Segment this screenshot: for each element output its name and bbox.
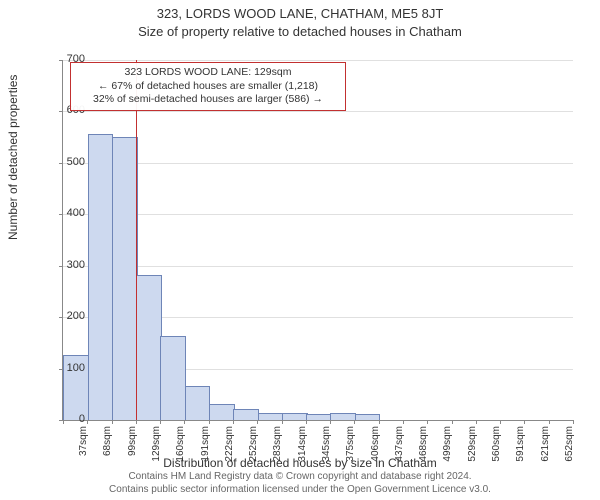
xtick-mark: [233, 420, 234, 424]
histogram-bar: [258, 413, 284, 420]
xtick-label: 99sqm: [127, 426, 138, 471]
chart-container: 323, LORDS WOOD LANE, CHATHAM, ME5 8JT S…: [0, 0, 600, 500]
xtick-label: 191sqm: [200, 426, 211, 471]
xtick-label: 529sqm: [467, 426, 478, 471]
xtick-label: 37sqm: [78, 426, 89, 471]
xtick-mark: [549, 420, 550, 424]
xtick-mark: [184, 420, 185, 424]
ytick-label: 500: [55, 156, 85, 168]
xtick-label: 222sqm: [224, 426, 235, 471]
xtick-mark: [573, 420, 574, 424]
histogram-bar: [136, 275, 162, 420]
xtick-label: 499sqm: [442, 426, 453, 471]
ytick-label: 200: [55, 310, 85, 322]
histogram-bar: [355, 414, 381, 420]
histogram-bar: [209, 404, 235, 420]
grid-line: [63, 214, 573, 215]
xtick-label: 129sqm: [151, 426, 162, 471]
histogram-bar: [306, 414, 332, 420]
xtick-label: 68sqm: [102, 426, 113, 471]
xtick-mark: [160, 420, 161, 424]
grid-line: [63, 60, 573, 61]
xtick-mark: [87, 420, 88, 424]
ytick-label: 0: [55, 413, 85, 425]
y-axis-label: Number of detached properties: [6, 75, 20, 240]
property-size-marker: [136, 60, 137, 420]
xtick-label: 652sqm: [564, 426, 575, 471]
ytick-label: 100: [55, 362, 85, 374]
grid-line: [63, 266, 573, 267]
xtick-mark: [330, 420, 331, 424]
grid-line: [63, 111, 573, 112]
histogram-bar: [282, 413, 308, 420]
callout-line1: 323 LORDS WOOD LANE: 129sqm: [77, 66, 339, 80]
xtick-label: 252sqm: [248, 426, 259, 471]
callout-box: 323 LORDS WOOD LANE: 129sqm← 67% of deta…: [70, 62, 346, 111]
footer-line-1: Contains HM Land Registry data © Crown c…: [0, 471, 600, 484]
xtick-mark: [500, 420, 501, 424]
xtick-label: 560sqm: [491, 426, 502, 471]
page-title: 323, LORDS WOOD LANE, CHATHAM, ME5 8JT: [0, 6, 600, 21]
ytick-label: 300: [55, 259, 85, 271]
xtick-mark: [476, 420, 477, 424]
callout-line2: ← 67% of detached houses are smaller (1,…: [77, 80, 339, 94]
xtick-label: 314sqm: [297, 426, 308, 471]
histogram-bar: [88, 134, 114, 420]
xtick-mark: [136, 420, 137, 424]
xtick-label: 621sqm: [540, 426, 551, 471]
footer-line-2: Contains public sector information licen…: [0, 484, 600, 497]
xtick-mark: [524, 420, 525, 424]
xtick-mark: [282, 420, 283, 424]
xtick-mark: [427, 420, 428, 424]
histogram-bar: [112, 137, 138, 420]
xtick-mark: [452, 420, 453, 424]
callout-line3: 32% of semi-detached houses are larger (…: [77, 93, 339, 107]
xtick-mark: [379, 420, 380, 424]
xtick-mark: [403, 420, 404, 424]
xtick-mark: [354, 420, 355, 424]
xtick-mark: [306, 420, 307, 424]
histogram-bar: [185, 386, 211, 420]
xtick-label: 345sqm: [321, 426, 332, 471]
xtick-label: 468sqm: [418, 426, 429, 471]
xtick-label: 283sqm: [272, 426, 283, 471]
subtitle: Size of property relative to detached ho…: [0, 24, 600, 39]
xtick-mark: [257, 420, 258, 424]
footer-attribution: Contains HM Land Registry data © Crown c…: [0, 471, 600, 496]
xtick-label: 375sqm: [345, 426, 356, 471]
xtick-mark: [209, 420, 210, 424]
xtick-label: 437sqm: [394, 426, 405, 471]
histogram-bar: [233, 409, 259, 420]
xtick-label: 406sqm: [370, 426, 381, 471]
xtick-mark: [112, 420, 113, 424]
xtick-label: 591sqm: [515, 426, 526, 471]
histogram-plot: [62, 60, 573, 421]
histogram-bar: [330, 413, 356, 420]
xtick-label: 160sqm: [175, 426, 186, 471]
ytick-label: 400: [55, 207, 85, 219]
grid-line: [63, 163, 573, 164]
histogram-bar: [160, 336, 186, 420]
